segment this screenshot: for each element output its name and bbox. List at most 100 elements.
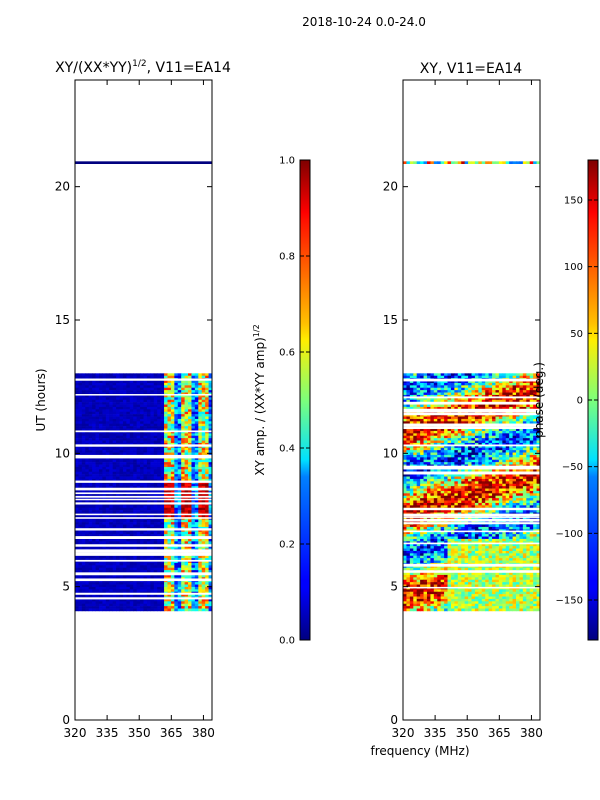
- amplitude-cell: [160, 486, 165, 489]
- amplitude-cell: [81, 490, 86, 494]
- amplitude-cell: [112, 500, 117, 504]
- amplitude-cell: [150, 560, 155, 564]
- phase-cell: [522, 385, 527, 389]
- amplitude-cell: [205, 522, 209, 525]
- amplitude-cell: [85, 510, 90, 513]
- amplitude-cell: [112, 373, 117, 377]
- phase-cell: [450, 373, 455, 377]
- phase-cell: [485, 406, 490, 410]
- amplitude-cell: [205, 430, 209, 434]
- phase-cell: [481, 380, 486, 384]
- amplitude-cell: [167, 474, 172, 477]
- amplitude-cell: [119, 565, 124, 569]
- phase-cell: [492, 421, 496, 425]
- phase-cell: [426, 375, 431, 379]
- amplitude-cell: [177, 560, 182, 564]
- amplitude-cell: [92, 584, 96, 588]
- phase-cell: [454, 394, 459, 398]
- amplitude-cell: [112, 560, 117, 564]
- phase-cell: [536, 392, 540, 396]
- amplitude-cell: [167, 589, 172, 593]
- amplitude-cell: [188, 483, 192, 487]
- amplitude-cell: [160, 574, 165, 578]
- amplitude-cell: [140, 486, 144, 489]
- amplitude-cell: [205, 598, 209, 602]
- phase-cell: [457, 394, 462, 398]
- amplitude-cell: [112, 574, 117, 578]
- amplitude-cell: [194, 438, 199, 441]
- amplitude-cell: [85, 474, 90, 477]
- amplitude-cell: [170, 469, 175, 473]
- amplitude-cell: [95, 519, 100, 523]
- amplitude-cell: [143, 471, 148, 475]
- amplitude-cell: [122, 505, 127, 509]
- amplitude-cell: [95, 411, 100, 415]
- amplitude-cell: [88, 430, 93, 434]
- phase-cell: [420, 382, 424, 386]
- phase-cell: [519, 404, 524, 408]
- amplitude-cell: [116, 399, 120, 403]
- amplitude-cell: [184, 493, 189, 497]
- amplitude-cell: [164, 514, 168, 518]
- amplitude-cell: [194, 433, 199, 437]
- amplitude-cell: [194, 435, 199, 439]
- amplitude-cell: [184, 452, 189, 456]
- amplitude-cell: [150, 567, 155, 571]
- amplitude-cell: [150, 414, 155, 417]
- amplitude-cell: [112, 598, 117, 602]
- amplitude-cell: [191, 406, 196, 410]
- amplitude-cell: [119, 478, 124, 482]
- amplitude-cell: [208, 601, 212, 605]
- amplitude-cell: [133, 562, 138, 566]
- amplitude-cell: [198, 414, 203, 417]
- amplitude-cell: [170, 392, 175, 396]
- amplitude-cell: [174, 476, 179, 480]
- amplitude-cell: [157, 490, 162, 494]
- phase-cell: [444, 404, 448, 408]
- amplitude-cell: [191, 428, 196, 432]
- amplitude-cell: [181, 430, 185, 434]
- amplitude-cell: [146, 373, 151, 377]
- amplitude-xtick-label: 320: [64, 726, 87, 740]
- amplitude-cell: [85, 433, 90, 437]
- amplitude-cell: [188, 586, 192, 590]
- amplitude-cell: [126, 546, 131, 549]
- amplitude-cell: [150, 476, 155, 480]
- amplitude-cell: [177, 387, 182, 391]
- amplitude-cell: [150, 531, 155, 535]
- amplitude-cell: [164, 426, 168, 429]
- amplitude-cell: [170, 406, 175, 410]
- amplitude-cell: [140, 562, 144, 566]
- amplitude-cell: [160, 375, 165, 379]
- amplitude-cell: [153, 390, 158, 393]
- amplitude-cell: [102, 414, 107, 417]
- amplitude-cell: [75, 476, 79, 480]
- amplitude-cell: [78, 500, 83, 504]
- phase-cell: [464, 382, 469, 386]
- phase-cell: [413, 421, 418, 425]
- phase-cell: [512, 399, 517, 403]
- amplitude-cell: [191, 476, 196, 480]
- amplitude-cell: [150, 380, 155, 384]
- amplitude-cell: [160, 385, 165, 389]
- amplitude-cell: [81, 373, 86, 377]
- amplitude-cell: [184, 421, 189, 425]
- amplitude-cell: [153, 471, 158, 475]
- amplitude-cell: [188, 560, 192, 564]
- phase-cell: [437, 418, 442, 422]
- amplitude-cell: [205, 471, 209, 475]
- amplitude-cell: [177, 375, 182, 379]
- amplitude-ytick-label: 5: [62, 580, 70, 594]
- phase-cell: [526, 385, 531, 389]
- phase-scan-cell: [450, 161, 455, 164]
- amplitude-cell: [75, 397, 79, 401]
- amplitude-cell: [95, 392, 100, 396]
- amplitude-cell: [198, 555, 203, 559]
- amplitude-cell: [201, 399, 206, 403]
- amplitude-cell: [157, 402, 162, 405]
- amplitude-cell: [188, 392, 192, 396]
- phase-cell: [450, 385, 455, 389]
- amplitude-cell: [78, 428, 83, 432]
- amplitude-cell: [143, 589, 148, 593]
- amplitude-cell: [205, 606, 209, 609]
